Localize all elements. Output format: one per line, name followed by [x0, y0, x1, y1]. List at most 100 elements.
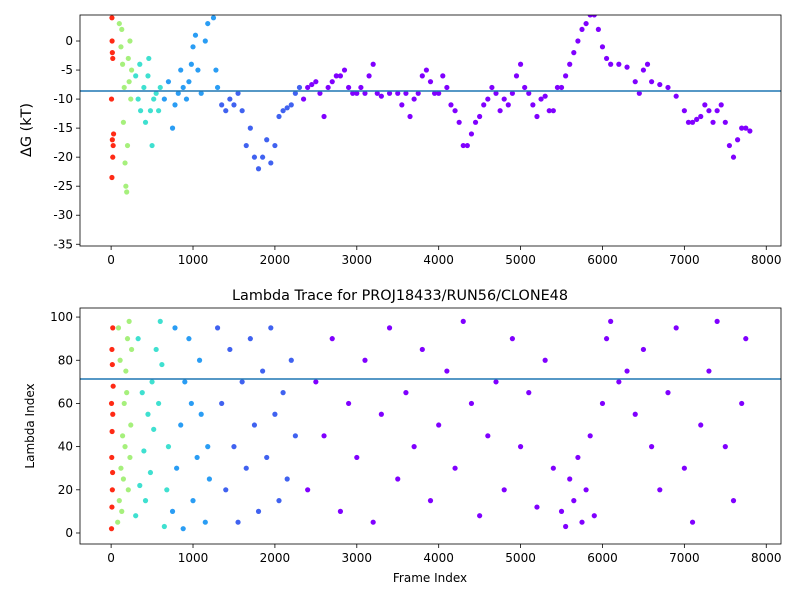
point	[358, 84, 364, 91]
point	[493, 90, 499, 96]
point	[268, 325, 274, 331]
point	[145, 411, 151, 417]
point	[223, 487, 229, 493]
point	[431, 90, 438, 96]
point	[296, 84, 303, 91]
point	[153, 346, 159, 353]
point	[227, 346, 233, 353]
point	[164, 487, 170, 493]
point	[386, 325, 393, 331]
plot-area	[80, 15, 781, 195]
point	[109, 361, 115, 368]
point	[739, 125, 745, 131]
point	[595, 26, 601, 33]
point	[188, 61, 194, 67]
point	[362, 357, 368, 363]
point	[649, 79, 655, 85]
point	[681, 465, 687, 471]
y-tick-label: -10	[53, 92, 73, 106]
point	[205, 20, 211, 27]
point	[124, 390, 130, 396]
point	[142, 119, 149, 125]
point	[276, 113, 282, 120]
y-tick-label: -35	[53, 237, 73, 251]
point	[563, 523, 569, 530]
point	[157, 84, 163, 91]
point	[219, 400, 225, 407]
point	[436, 422, 442, 428]
point	[235, 90, 241, 96]
point	[419, 73, 425, 79]
point	[161, 96, 167, 102]
point	[321, 113, 327, 120]
point	[509, 336, 515, 342]
point	[477, 513, 483, 519]
point	[341, 67, 348, 73]
point	[526, 390, 532, 396]
point	[182, 379, 188, 385]
point	[370, 519, 376, 525]
point	[681, 108, 687, 114]
point	[558, 508, 565, 514]
point	[110, 325, 116, 331]
point	[110, 131, 117, 137]
x-tick-label: 1000	[178, 551, 209, 565]
point	[673, 93, 679, 99]
y-tick-label: 100	[50, 310, 73, 324]
point	[118, 465, 124, 471]
point	[395, 90, 401, 96]
point	[272, 142, 278, 149]
point	[264, 454, 270, 461]
plot-area	[80, 318, 781, 532]
point	[657, 487, 663, 493]
point	[571, 50, 577, 56]
point	[135, 96, 141, 102]
point	[118, 44, 124, 50]
point	[337, 508, 344, 514]
point	[730, 498, 737, 504]
point	[468, 400, 475, 407]
point	[109, 428, 115, 435]
point	[235, 519, 241, 525]
point	[247, 336, 253, 342]
point	[386, 90, 393, 96]
point	[145, 73, 151, 79]
point	[264, 137, 270, 143]
point	[109, 15, 115, 21]
point	[624, 368, 630, 374]
point	[276, 498, 282, 504]
point	[159, 361, 165, 368]
point	[116, 498, 122, 504]
y-tick-label: -25	[53, 179, 73, 193]
point	[239, 379, 245, 385]
point	[119, 433, 126, 439]
point	[292, 433, 298, 439]
point	[608, 318, 614, 324]
point	[698, 422, 704, 428]
point	[119, 61, 126, 67]
point	[205, 444, 211, 450]
y-tick-label: 20	[58, 483, 73, 497]
point	[649, 444, 655, 450]
point	[452, 108, 458, 114]
point	[722, 444, 728, 450]
x-tick-label: 6000	[587, 551, 618, 565]
point	[128, 422, 134, 428]
point	[517, 61, 524, 67]
point	[183, 96, 190, 102]
point	[138, 108, 144, 114]
point	[747, 128, 753, 134]
point	[689, 519, 696, 525]
point	[616, 379, 622, 385]
point	[110, 142, 116, 149]
point	[190, 498, 196, 504]
point	[213, 67, 219, 73]
point	[142, 498, 149, 504]
point	[370, 61, 376, 67]
point	[109, 174, 115, 181]
point	[109, 487, 115, 493]
point	[109, 454, 115, 461]
point	[583, 20, 589, 27]
point	[743, 125, 749, 131]
